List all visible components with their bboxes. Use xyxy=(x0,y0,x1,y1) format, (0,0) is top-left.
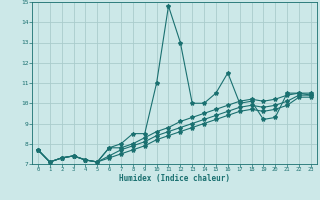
X-axis label: Humidex (Indice chaleur): Humidex (Indice chaleur) xyxy=(119,174,230,183)
